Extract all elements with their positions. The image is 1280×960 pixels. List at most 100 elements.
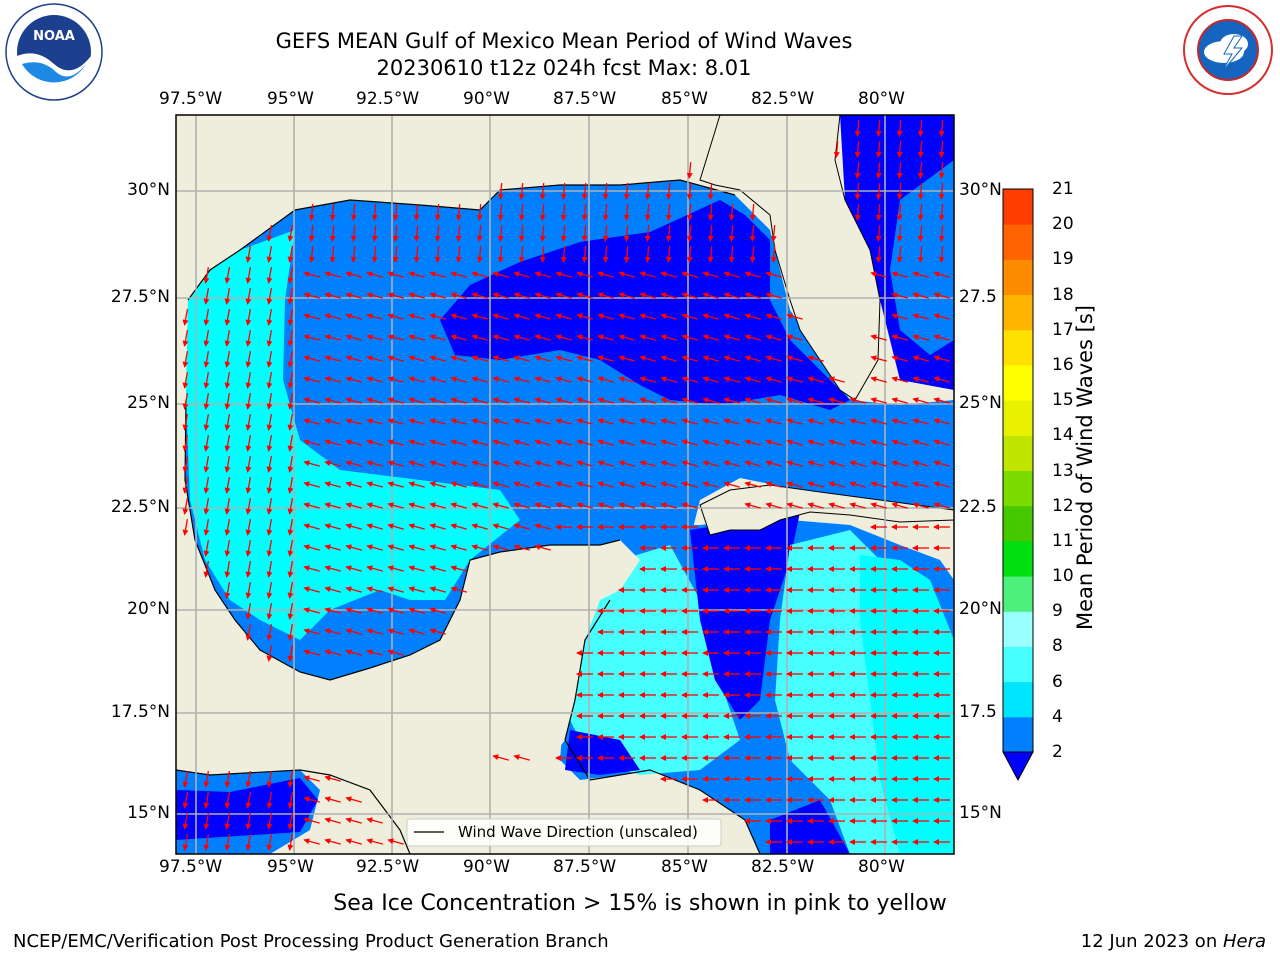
wind-arrow	[224, 330, 231, 347]
wind-arrow	[366, 292, 383, 299]
wind-arrow	[660, 481, 677, 488]
wind-arrow	[854, 140, 861, 158]
wind-arrow	[366, 586, 383, 593]
colorbar-tick-label: 17	[1052, 319, 1074, 340]
wind-arrow	[765, 376, 782, 383]
wind-arrow	[644, 245, 651, 263]
colorbar-tick-label: 14	[1052, 425, 1074, 446]
wind-arrow	[639, 334, 656, 341]
wind-arrow	[891, 313, 908, 320]
wind-arrow	[854, 182, 861, 200]
wind-arrow	[534, 418, 551, 425]
wind-arrow	[723, 418, 740, 425]
wind-arrow	[287, 414, 294, 431]
wind-arrow	[492, 313, 509, 320]
wind-arrow	[744, 313, 761, 320]
wind-arrow	[497, 245, 504, 263]
wind-arrow	[707, 182, 714, 200]
map-legend	[406, 818, 722, 847]
wind-arrow	[366, 649, 383, 656]
wind-arrow	[870, 271, 887, 278]
wind-arrow	[303, 292, 320, 299]
wind-arrow	[266, 582, 273, 599]
wind-arrow	[303, 817, 320, 824]
colorbar-tick-label: 20	[1052, 214, 1074, 235]
wind-arrow	[266, 519, 273, 536]
wind-arrow	[896, 245, 903, 263]
wind-arrow	[875, 140, 882, 158]
wind-arrow	[324, 565, 341, 572]
wind-arrow	[266, 456, 273, 473]
wind-arrow	[870, 439, 887, 446]
wind-arrow	[450, 376, 467, 383]
wind-arrow	[303, 523, 320, 530]
wind-arrow	[513, 754, 530, 761]
colorbar-cell	[1003, 329, 1033, 366]
wind-arrow	[581, 182, 588, 200]
wind-arrow	[660, 502, 677, 509]
wind-arrow	[182, 372, 189, 389]
wind-arrow	[303, 313, 320, 320]
wind-arrow	[182, 351, 189, 368]
wind-arrow	[224, 771, 231, 788]
wind-arrow	[702, 313, 719, 320]
wind-arrow	[555, 439, 572, 446]
wind-arrow	[492, 481, 509, 488]
wind-arrow	[450, 355, 467, 362]
wind-arrow	[450, 586, 467, 593]
wind-arrow	[618, 502, 635, 509]
wind-arrow	[618, 271, 635, 278]
lat-tick-right: 17.5	[959, 702, 997, 722]
lat-tick-right: 30°N	[959, 180, 1002, 200]
wind-arrow	[555, 481, 572, 488]
colorbar-cell	[1003, 259, 1033, 296]
wind-arrow	[266, 267, 273, 284]
lat-tick-left: 27.5°N	[110, 287, 170, 307]
wind-arrow	[387, 397, 404, 404]
colorbar-tick-label: 11	[1052, 530, 1074, 551]
wind-arrow	[702, 376, 719, 383]
wind-arrow	[513, 271, 530, 278]
wind-arrow	[387, 565, 404, 572]
wind-arrow	[429, 628, 446, 635]
wind-arrow	[576, 271, 593, 278]
wind-arrow	[245, 351, 252, 368]
wind-arrow	[618, 397, 635, 404]
wind-arrow	[854, 203, 861, 221]
wind-arrow	[182, 435, 189, 452]
wind-arrow	[345, 523, 362, 530]
wind-arrow	[308, 203, 315, 221]
wind-arrow	[912, 376, 929, 383]
wind-arrow	[492, 523, 509, 530]
wind-arrow	[324, 838, 341, 845]
wind-arrow	[702, 460, 719, 467]
wind-arrow	[665, 182, 672, 200]
lon-tick-top: 92.5°W	[356, 89, 420, 109]
wind-arrow	[429, 292, 446, 299]
colorbar-label: Mean Period of Wind Waves [s]	[1073, 305, 1097, 630]
wind-arrow	[408, 607, 425, 614]
wind-arrow	[266, 792, 273, 809]
wind-arrow	[303, 355, 320, 362]
wind-arrow	[765, 418, 782, 425]
wind-arrow	[875, 119, 882, 137]
wind-arrow	[807, 439, 824, 446]
wind-arrow	[681, 439, 698, 446]
wind-arrow	[245, 372, 252, 389]
wind-arrow	[303, 544, 320, 551]
wind-arrow	[245, 456, 252, 473]
lon-tick-bottom: 80°W	[858, 857, 905, 877]
wind-arrow	[597, 460, 614, 467]
wind-arrow	[266, 372, 273, 389]
wind-arrow	[576, 313, 593, 320]
wind-arrow	[597, 376, 614, 383]
wind-arrow	[287, 309, 294, 326]
wind-arrow	[224, 834, 231, 851]
lat-tick-right: 25°N	[959, 393, 1002, 413]
wind-arrow	[324, 628, 341, 635]
wind-arrow	[366, 481, 383, 488]
wind-arrow	[870, 481, 887, 488]
wind-arrow	[392, 203, 399, 221]
lat-tick-left: 15°N	[127, 803, 170, 823]
wind-arrow	[681, 355, 698, 362]
